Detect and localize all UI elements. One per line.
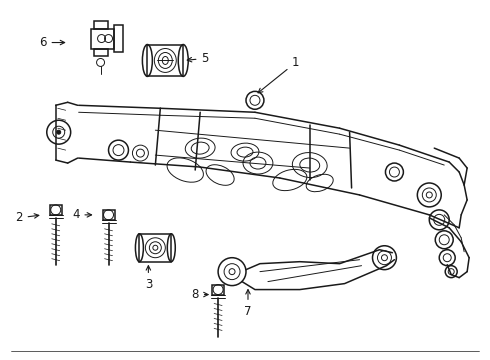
Text: 8: 8	[192, 288, 208, 301]
Text: 6: 6	[39, 36, 65, 49]
Text: 2: 2	[15, 211, 39, 224]
Circle shape	[57, 130, 61, 134]
Text: 5: 5	[187, 52, 209, 65]
Text: 3: 3	[145, 266, 152, 291]
Text: 1: 1	[258, 56, 299, 93]
Text: 7: 7	[244, 289, 252, 318]
Text: 4: 4	[72, 208, 92, 221]
